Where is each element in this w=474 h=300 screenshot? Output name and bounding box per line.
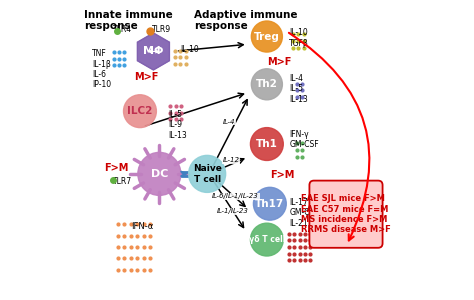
Text: TLR7: TLR7 <box>113 177 132 186</box>
Text: TLR4: TLR4 <box>113 25 132 34</box>
Circle shape <box>138 152 181 195</box>
Text: TNF
IL-1β
IL-6
IP-10: TNF IL-1β IL-6 IP-10 <box>92 49 111 89</box>
Text: M>F: M>F <box>267 57 291 67</box>
Text: IL-4
IL-5
IL-13: IL-4 IL-5 IL-13 <box>289 74 308 104</box>
Text: IL-4: IL-4 <box>223 118 236 124</box>
Text: MΦ: MΦ <box>143 46 164 56</box>
Text: Th1: Th1 <box>256 139 278 149</box>
Text: γδ T cell: γδ T cell <box>249 235 285 244</box>
Text: IL-1/IL-23: IL-1/IL-23 <box>217 208 248 214</box>
Circle shape <box>250 128 283 160</box>
Text: IL-5
IL-9
IL-13: IL-5 IL-9 IL-13 <box>168 110 187 140</box>
Text: TLR9: TLR9 <box>152 25 171 34</box>
Circle shape <box>254 187 286 220</box>
Text: Innate immune
response: Innate immune response <box>83 10 173 31</box>
Text: Th17: Th17 <box>255 199 284 209</box>
Circle shape <box>250 223 283 256</box>
Text: F>M: F>M <box>270 170 294 180</box>
Text: Th2: Th2 <box>256 79 278 89</box>
Text: DC: DC <box>151 169 168 179</box>
Text: Naive
T cell: Naive T cell <box>193 164 221 184</box>
Text: IL-12: IL-12 <box>222 158 239 164</box>
Text: IFN-α: IFN-α <box>131 222 153 231</box>
Circle shape <box>251 69 283 100</box>
Circle shape <box>251 21 283 52</box>
Polygon shape <box>137 33 169 70</box>
Text: M>F: M>F <box>134 72 158 82</box>
Text: IL-10
TGFβ: IL-10 TGFβ <box>289 28 309 48</box>
Text: IFN-γ
GM-CSF: IFN-γ GM-CSF <box>289 130 319 149</box>
Circle shape <box>124 95 156 128</box>
Text: ILC2: ILC2 <box>127 106 153 116</box>
Circle shape <box>189 155 226 192</box>
Text: EAE SJL mice F>M
EAE C57 mice F=M
MS incidence F>M
RRMS disease M>F: EAE SJL mice F>M EAE C57 mice F=M MS inc… <box>301 194 391 234</box>
Text: Adaptive immune
response: Adaptive immune response <box>194 10 298 31</box>
Text: IL-17
GM-CSF
IL-21: IL-17 GM-CSF IL-21 <box>289 198 319 228</box>
Text: IL-10: IL-10 <box>180 46 199 55</box>
FancyBboxPatch shape <box>310 181 383 248</box>
Text: F>M: F>M <box>104 163 128 173</box>
Text: Treg: Treg <box>254 32 280 41</box>
Text: IL-6/IL-1/IL-23: IL-6/IL-1/IL-23 <box>212 193 259 199</box>
